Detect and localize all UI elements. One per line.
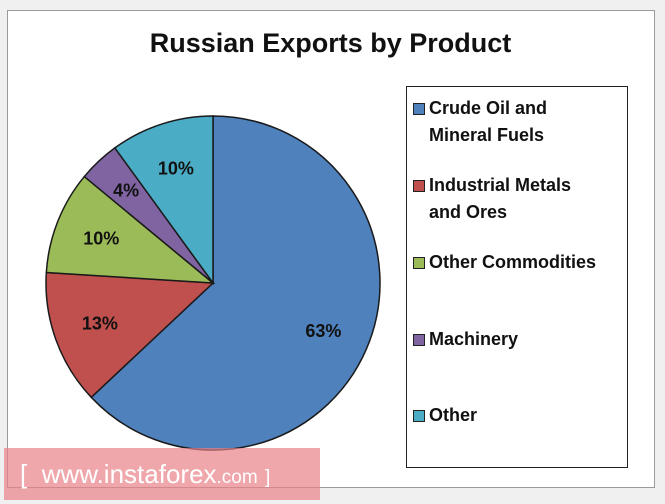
legend: Crude Oil and Mineral Fuels Industrial Me… (406, 86, 628, 468)
chart-title-text: Russian Exports by Product (149, 28, 512, 58)
legend-item-industrial-metals: Industrial Metals and Ores (413, 172, 571, 226)
legend-swatch (413, 257, 425, 269)
watermark-text: www.instaforex (41, 459, 217, 489)
pie-slice-crude-oil-and-mineral-fuels (90, 115, 381, 451)
data-label: 10% (83, 229, 119, 249)
legend-label: Other (429, 405, 478, 425)
legend-label: and Ores (429, 202, 508, 222)
legend-item-machinery: Machinery (413, 326, 518, 353)
legend-swatch (413, 103, 425, 115)
data-label: 13% (82, 314, 118, 334)
pie-slice-other (113, 115, 214, 286)
legend-label: Crude Oil and (429, 98, 548, 118)
watermark-bracket: ] (264, 467, 271, 488)
pie-slice-other-commodities (45, 175, 216, 284)
legend-item-other: Other (413, 402, 477, 429)
data-label: 10% (158, 159, 194, 179)
legend-swatch (413, 334, 425, 346)
legend-swatch (413, 410, 425, 422)
watermark: [ www.instaforex.com ] (4, 448, 320, 500)
legend-label: Industrial Metals (429, 175, 572, 195)
legend-swatch (413, 180, 425, 192)
chart-title: Russian Exports by Product (0, 28, 665, 59)
pie-slice-industrial-metals-and-ores (45, 271, 215, 399)
legend-label: Machinery (429, 329, 519, 349)
watermark-bracket: [ (20, 459, 28, 489)
data-label: 4% (113, 180, 139, 200)
legend-item-crude-oil: Crude Oil and Mineral Fuels (413, 95, 547, 149)
legend-item-other-commodities: Other Commodities (413, 249, 596, 276)
watermark-suffix: .com (216, 467, 258, 488)
data-label: 63% (305, 321, 341, 341)
legend-label: Mineral Fuels (429, 125, 545, 145)
legend-label: Other Commodities (429, 252, 597, 272)
